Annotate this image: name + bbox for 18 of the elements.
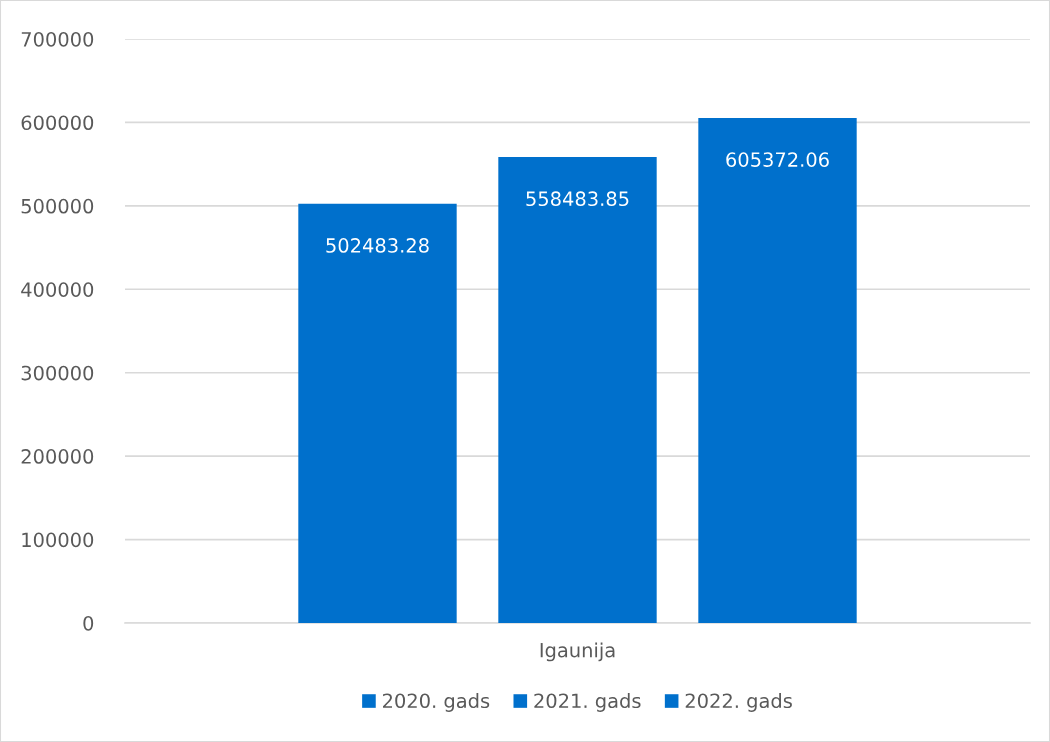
legend-label: 2020. gads (383, 693, 490, 712)
y-tick-label: 200000 (21, 449, 94, 464)
y-tick-label: 100000 (22, 532, 94, 548)
legend-label: 2022. gads (685, 693, 792, 712)
bar (498, 157, 657, 623)
y-tick-label: 600000 (21, 115, 94, 131)
y-tick-label: 500000 (21, 198, 94, 214)
data-label: 558483.85 (526, 191, 629, 207)
y-tick-label: 300000 (21, 365, 94, 381)
legend-label: 2021. gads (534, 693, 641, 712)
data-label: 605372.06 (726, 152, 829, 167)
x-tick-label: Igaunija (540, 642, 615, 662)
bar (298, 203, 457, 623)
y-tick-label: 700000 (21, 31, 94, 47)
data-label: 502483.28 (326, 238, 429, 253)
y-tick-label: 400000 (21, 282, 94, 297)
y-tick-label: 0 (83, 615, 94, 631)
bar (698, 117, 857, 623)
